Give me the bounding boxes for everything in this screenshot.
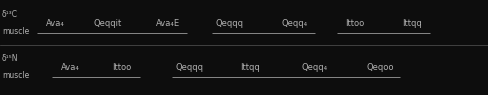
Text: Ava₄: Ava₄ (61, 63, 79, 72)
Text: Ittoo: Ittoo (345, 19, 364, 27)
Text: δ¹³C: δ¹³C (2, 10, 18, 19)
Text: muscle: muscle (2, 27, 29, 36)
Text: Qeqoo: Qeqoo (366, 63, 393, 72)
Text: Ittoo: Ittoo (112, 63, 131, 72)
Text: Qeqqit: Qeqqit (94, 19, 122, 27)
Text: Qeqqq: Qeqqq (176, 63, 203, 72)
Text: muscle: muscle (2, 71, 29, 80)
Text: Qeqq₄: Qeqq₄ (301, 63, 327, 72)
Text: Ittqq: Ittqq (401, 19, 421, 27)
Text: Qeqq₄: Qeqq₄ (282, 19, 307, 27)
Text: Ava₄: Ava₄ (45, 19, 64, 27)
Text: Ava₄E: Ava₄E (156, 19, 180, 27)
Text: δ¹⁵N: δ¹⁵N (2, 54, 19, 63)
Text: Ittqq: Ittqq (240, 63, 259, 72)
Text: Qeqqq: Qeqqq (216, 19, 244, 27)
